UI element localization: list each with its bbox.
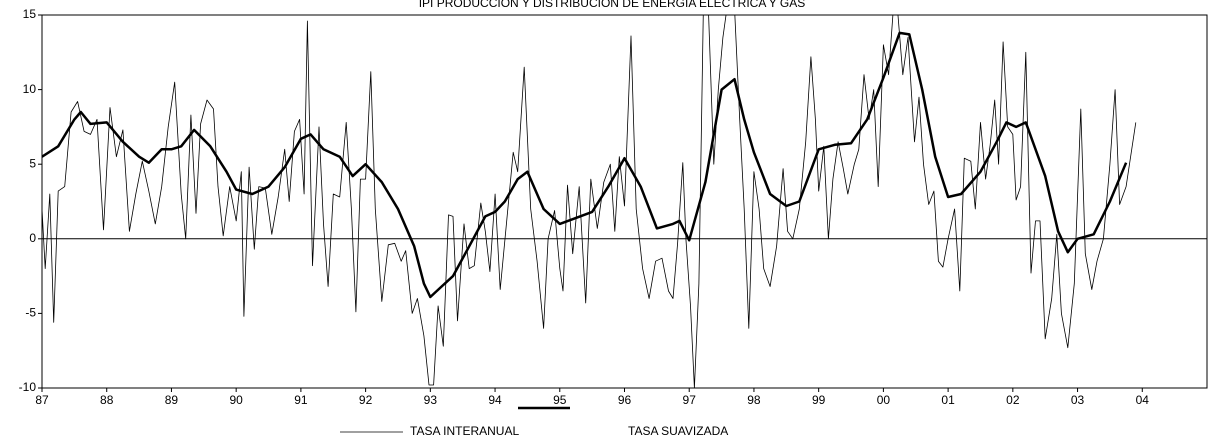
x-tick-label: 88 [100,393,114,407]
x-tick-label: 00 [877,393,891,407]
y-tick-label: 5 [29,156,36,170]
y-tick-label: 0 [29,231,36,245]
x-tick-label: 90 [229,393,243,407]
legend-label: TASA INTERANUAL [410,424,519,438]
x-tick-label: 04 [1136,393,1150,407]
x-tick-label: 87 [35,393,49,407]
x-tick-label: 92 [359,393,373,407]
x-tick-label: 97 [683,393,697,407]
x-tick-label: 03 [1071,393,1085,407]
x-tick-label: 89 [165,393,179,407]
y-tick-label: -10 [19,380,37,394]
x-tick-label: 99 [812,393,826,407]
x-tick-label: 96 [618,393,632,407]
chart-title: IPI PRODUCCIÓN Y DISTRIBUCIÓN DE ENERGÍA… [419,0,806,10]
x-tick-label: 01 [941,393,955,407]
x-tick-label: 94 [488,393,502,407]
x-tick-label: 02 [1006,393,1020,407]
x-tick-label: 98 [747,393,761,407]
series-line [42,15,1137,388]
series-line [42,31,1128,299]
y-tick-label: -5 [25,306,36,320]
x-tick-label: 93 [424,393,438,407]
x-tick-label: 95 [553,393,567,407]
x-tick-label: 91 [294,393,308,407]
y-tick-label: 15 [23,7,37,21]
y-tick-label: 10 [23,82,37,96]
legend-label: TASA SUAVIZADA [628,424,728,438]
